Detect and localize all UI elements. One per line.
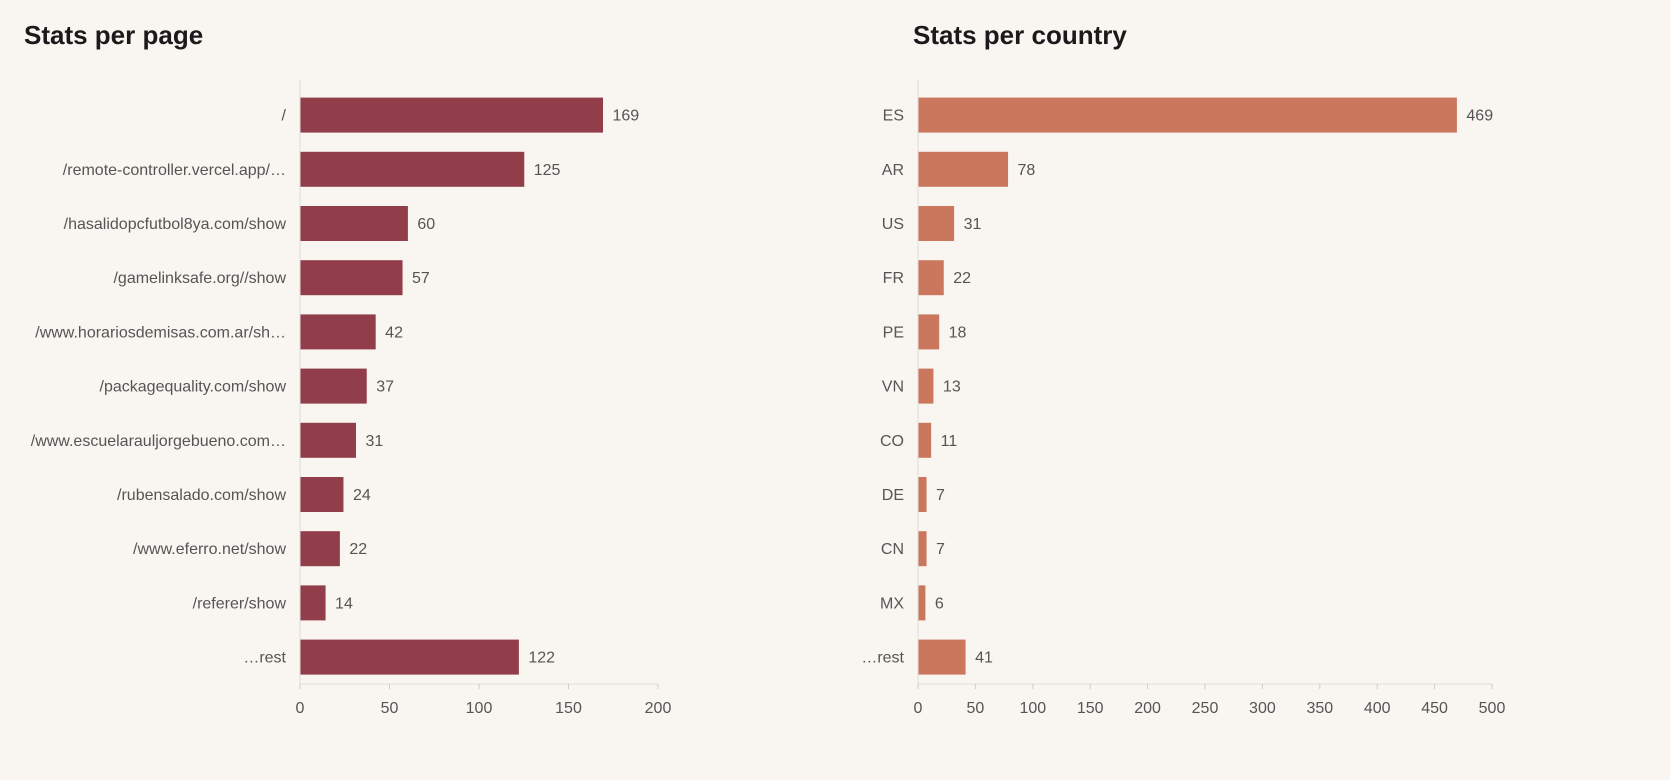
- country-bar: [918, 260, 944, 296]
- country-category-label: …rest: [861, 650, 904, 667]
- page-category-label: /www.escuelarauljorgebueno.com…: [31, 433, 286, 450]
- country-bar: [918, 531, 927, 567]
- page-value-label: 37: [376, 379, 394, 396]
- page-bar: [300, 97, 604, 133]
- country-x-tick-label: 350: [1306, 700, 1333, 717]
- country-category-label: ES: [883, 108, 904, 125]
- country-value-label: 11: [941, 433, 958, 450]
- country-x-tick-label: 0: [914, 700, 923, 717]
- country-value-label: 31: [964, 216, 982, 233]
- page-bar: [300, 151, 525, 187]
- country-value-label: 7: [936, 541, 945, 558]
- country-x-tick-label: 150: [1077, 700, 1104, 717]
- page-value-label: 60: [417, 216, 435, 233]
- country-category-label: US: [882, 216, 904, 233]
- stats-per-page-chart: 0 50 100 150 200 / 169/remote-controller.verce…: [31, 80, 672, 717]
- country-x-tick-label: 250: [1192, 700, 1219, 717]
- page-bar: [300, 639, 519, 675]
- country-category-label: PE: [883, 324, 904, 341]
- page-value-label: 57: [412, 270, 430, 287]
- country-value-label: 13: [943, 379, 961, 396]
- page-category-label: /gamelinksafe.org//show: [113, 270, 286, 287]
- country-value-label: 78: [1018, 162, 1036, 179]
- page-category-label: /referer/show: [193, 595, 287, 612]
- country-category-label: CO: [880, 433, 904, 450]
- country-x-tick-label: 200: [1134, 700, 1161, 717]
- page-category-label: /www.horariosdemisas.com.ar/sh…: [35, 324, 286, 341]
- country-category-label: FR: [883, 270, 904, 287]
- stats-per-page-title: Stats per page: [24, 20, 204, 50]
- country-value-label: 7: [936, 487, 945, 504]
- page-value-label: 125: [534, 162, 561, 179]
- country-value-label: 469: [1466, 108, 1493, 125]
- country-value-label: 41: [975, 650, 993, 667]
- country-x-tick-label: 450: [1421, 700, 1448, 717]
- page-category-label: /remote-controller.vercel.app/…: [63, 162, 286, 179]
- page-bar: [300, 206, 408, 241]
- page-x-tick-label: 50: [381, 700, 399, 717]
- page-category-label: …rest: [243, 650, 286, 667]
- page-bar: [300, 422, 356, 458]
- country-bar: [918, 639, 966, 675]
- page-category-label: /packagequality.com/show: [100, 379, 287, 396]
- country-x-tick-label: 300: [1249, 700, 1276, 717]
- country-bar: [918, 151, 1009, 187]
- page-value-label: 42: [385, 324, 403, 341]
- page-category-label: /rubensalado.com/show: [117, 487, 286, 504]
- page-value-label: 169: [613, 108, 640, 125]
- page-x-tick-label: 0: [296, 700, 305, 717]
- page-bar: [300, 314, 376, 350]
- country-x-tick-label: 400: [1364, 700, 1391, 717]
- stats-per-country-title: Stats per country: [913, 20, 1127, 50]
- country-bar: [918, 368, 934, 404]
- page-value-label: 31: [365, 433, 383, 450]
- stats-per-page-panel: Stats per page 0 50 100 150 200 / 169/remote-c…: [24, 20, 672, 717]
- country-x-tick-label: 500: [1479, 700, 1506, 717]
- page-value-label: 14: [335, 595, 353, 612]
- country-category-label: DE: [882, 487, 904, 504]
- country-value-label: 6: [935, 595, 944, 612]
- country-category-label: VN: [882, 379, 904, 396]
- country-bar: [918, 97, 1457, 133]
- page-value-label: 24: [353, 487, 371, 504]
- country-category-label: MX: [880, 595, 904, 612]
- country-x-tick-label: 50: [967, 700, 985, 717]
- country-bar: [918, 585, 926, 621]
- country-bar: [918, 314, 940, 350]
- country-category-label: AR: [882, 162, 904, 179]
- country-bar: [918, 206, 955, 241]
- page-value-label: 122: [528, 650, 555, 667]
- page-x-tick-label: 200: [645, 700, 672, 717]
- page-bar: [300, 585, 326, 621]
- country-value-label: 22: [953, 270, 971, 287]
- page-bar: [300, 368, 367, 404]
- page-category-label: /www.eferro.net/show: [133, 541, 286, 558]
- stats-per-country-chart: 0 50 100 150 200 250 300 350 400 450 500 ES 469 AR 78 U…: [861, 80, 1506, 717]
- page-x-tick-label: 150: [555, 700, 582, 717]
- page-value-label: 22: [349, 541, 367, 558]
- page-bar: [300, 531, 340, 567]
- country-value-label: 18: [949, 324, 967, 341]
- stats-per-country-panel: Stats per country 0 50 100 150 200 250 300 350 4…: [861, 0, 1670, 780]
- page-category-label: /: [282, 108, 287, 125]
- page-x-tick-label: 100: [466, 700, 493, 717]
- country-bar: [918, 477, 927, 512]
- page-bar: [300, 477, 344, 512]
- page-bar: [300, 260, 403, 296]
- country-category-label: CN: [881, 541, 904, 558]
- country-bar: [918, 422, 932, 458]
- page-category-label: /hasalidopcfutbol8ya.com/show: [64, 216, 287, 233]
- country-x-tick-label: 100: [1019, 700, 1046, 717]
